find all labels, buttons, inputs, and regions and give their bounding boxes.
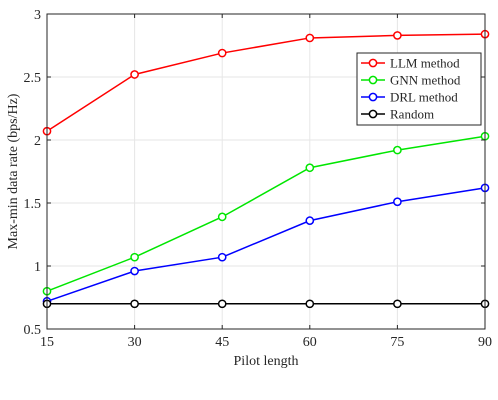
x-tick-label: 30 — [128, 335, 142, 350]
data-point-gnn-method — [393, 145, 402, 155]
data-point-gnn-method — [130, 252, 139, 262]
x-axis-title: Pilot length — [234, 354, 299, 369]
legend-label-drl-method: DRL method — [390, 90, 458, 105]
data-point-random — [393, 299, 402, 309]
data-point-drl-method — [130, 266, 139, 276]
data-point-drl-method — [217, 252, 227, 262]
x-tick-label: 15 — [40, 335, 54, 350]
x-tick-label: 75 — [390, 335, 404, 350]
data-point-llm-method — [130, 70, 139, 79]
y-tick-label: 2 — [34, 134, 41, 149]
ticks: 15 30 45 60 75 90 0.5 1 1.5 2 2.5 3 — [24, 8, 493, 350]
y-tick-label: 3 — [34, 8, 41, 23]
data-point-drl-method — [305, 216, 315, 225]
data-point-llm-method — [217, 48, 227, 58]
data-point-drl-method — [393, 197, 402, 207]
y-tick-label: 1.5 — [24, 197, 42, 212]
x-tick-label: 60 — [303, 335, 317, 350]
y-tick-label: 1 — [34, 260, 41, 275]
y-tick-label: 2.5 — [24, 71, 42, 86]
legend-box — [356, 52, 482, 126]
series-line-gnn-method — [46, 135, 486, 292]
x-tick-label: 90 — [478, 335, 492, 350]
y-tick-label: 0.5 — [24, 323, 42, 338]
legend-marker-llm-method — [368, 58, 378, 68]
series-line-drl-method — [46, 187, 486, 302]
y-axis-title: Max-min data rate (bps/Hz) — [6, 93, 21, 249]
legend-marker-random — [368, 109, 378, 119]
legend-label-random: Random — [390, 107, 434, 122]
series-group — [42, 29, 490, 309]
legend-marker-drl-method — [368, 92, 378, 102]
data-point-llm-method — [393, 31, 402, 40]
series-line-llm-method — [46, 33, 486, 132]
data-point-random — [130, 299, 139, 309]
legend-label-gnn-method: GNN method — [390, 73, 461, 88]
data-point-gnn-method — [217, 212, 227, 222]
data-point-llm-method — [305, 33, 315, 43]
x-tick-label: 45 — [215, 335, 229, 350]
data-point-gnn-method — [305, 163, 315, 173]
legend: LLM method GNN method DRL method Random — [356, 52, 482, 126]
plot-frame — [46, 13, 486, 330]
legend-marker-gnn-method — [368, 75, 378, 85]
data-point-random — [305, 299, 315, 309]
data-point-random — [217, 299, 227, 309]
legend-label-llm-method: LLM method — [390, 56, 460, 71]
